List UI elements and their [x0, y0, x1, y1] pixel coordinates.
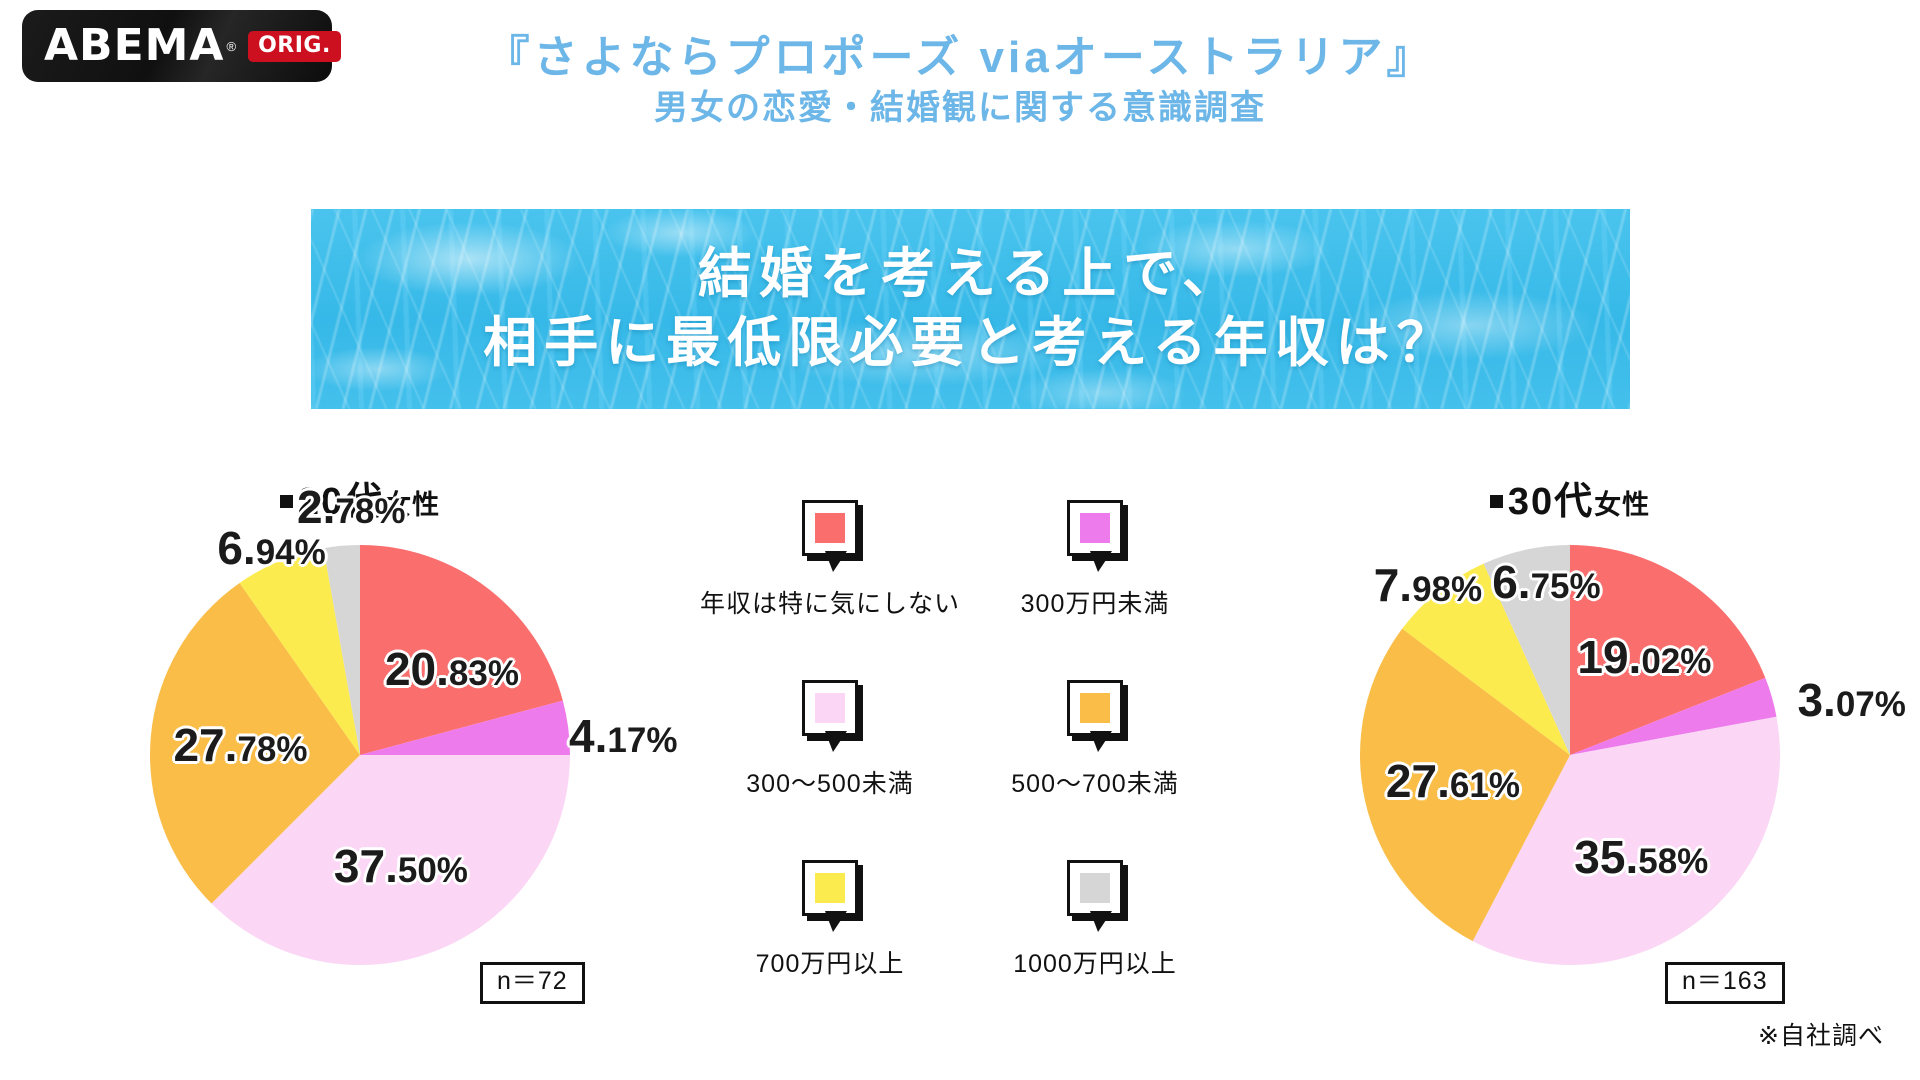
pie-slice	[149, 582, 360, 904]
legend-swatch-icon	[802, 500, 858, 572]
legend-item[interactable]: 1000万円以上	[970, 860, 1220, 980]
legend-item[interactable]: 500〜700未満	[970, 680, 1220, 800]
pie-slice	[1360, 628, 1570, 942]
pie-slice	[1570, 545, 1766, 755]
chart-title-suffix-20s: 女性	[384, 490, 441, 520]
pie-slice-label: 35.58%	[1574, 830, 1709, 883]
chart-title-suffix-30s: 女性	[1594, 490, 1651, 520]
pie-slice-label: 3.07%	[1797, 673, 1906, 726]
pie-slice	[360, 700, 570, 755]
bullet-square-icon	[1489, 495, 1503, 508]
water-texture-background	[311, 209, 1630, 409]
legend-swatch-icon	[1067, 500, 1123, 572]
legend-swatch-icon	[802, 680, 858, 752]
legend-color-chip	[1080, 873, 1110, 903]
pie-slice	[211, 755, 570, 965]
legend-item-label: 年収は特に気にしない	[700, 590, 961, 618]
legend-swatch-icon	[1067, 860, 1123, 932]
sample-size-box-30s: n＝163	[1665, 962, 1785, 1004]
question-line-1: 結婚を考える上で、	[697, 243, 1244, 304]
pie-slice	[1570, 677, 1777, 755]
legend-item[interactable]: 300万円未満	[970, 500, 1220, 620]
legend-item-label: 300〜500未満	[746, 770, 914, 798]
legend-swatch-icon	[802, 860, 858, 932]
pie-slice-label: 19.02%	[1577, 631, 1712, 684]
program-title-block: 『さよならプロポーズ viaオーストラリア』 男女の恋愛・結婚観に関する意識調査	[330, 32, 1590, 129]
question-banner: 結婚を考える上で、 相手に最低限必要と考える年収は？	[311, 209, 1630, 409]
legend-swatch-icon	[1067, 680, 1123, 752]
pie-slice-label: 20.83%	[384, 642, 519, 695]
pie-slice-label: 7.98%	[1373, 558, 1483, 611]
bullet-square-icon	[279, 495, 293, 508]
legend-color-chip	[815, 693, 845, 723]
pie-slice	[1402, 563, 1570, 755]
legend-item-label: 300万円未満	[1020, 590, 1170, 618]
legend-color-chip	[815, 513, 845, 543]
legend-color-chip	[1080, 693, 1110, 723]
pie-slice-label: 37.50%	[333, 839, 468, 892]
chart-20s-female: 20代女性 20.83% 4.17% 37.50% 27.78% 6.94% 2.78% …	[110, 470, 677, 1030]
legend-item[interactable]: 700万円以上	[700, 860, 960, 980]
legend-item-label: 700万円以上	[755, 950, 905, 978]
chart-30s-female: 30代女性 19.02% 3.07% 35.58% 27.61% 7.98% 6.75% …	[1320, 470, 1906, 1030]
chart-title-20s: 20代	[297, 481, 385, 523]
sample-size-box-20s: n＝72	[480, 962, 585, 1004]
pie-slice-label: 2.78%	[297, 480, 406, 533]
pie-slice	[1472, 716, 1780, 965]
abema-logo: ABEMA ® ORIG.	[22, 10, 341, 82]
pie-slice-label: 27.78%	[173, 718, 308, 771]
chart-heading-30s: 30代女性	[1320, 470, 1820, 525]
pie-slice-label: 6.94%	[217, 521, 326, 574]
legend: 年収は特に気にしない 300万円未満 300〜500未満 500〜700未満 7…	[700, 500, 1220, 980]
registered-mark-icon: ®	[226, 38, 237, 54]
program-title: 『さよならプロポーズ viaオーストラリア』	[485, 33, 1435, 82]
legend-item-label: 1000万円以上	[1013, 950, 1177, 978]
abema-original-badge: ORIG.	[248, 30, 341, 62]
legend-item-label: 500〜700未満	[1011, 770, 1179, 798]
question-line-2: 相手に最低限必要と考える年収は？	[483, 313, 1458, 373]
pie-chart-30s-female: 19.02% 3.07% 35.58% 27.61% 7.98% 6.75%	[1360, 545, 1906, 965]
chart-title-30s: 30代	[1507, 481, 1595, 523]
legend-color-chip	[815, 873, 845, 903]
abema-wordmark: ABEMA	[44, 20, 225, 71]
program-subtitle: 男女の恋愛・結婚観に関する意識調査	[654, 88, 1266, 127]
pie-slice-label: 6.75%	[1492, 556, 1601, 609]
pie-slice-label: 27.61%	[1385, 755, 1520, 808]
pie-chart-20s-female: 20.83% 4.17% 37.50% 27.78% 6.94% 2.78%	[149, 481, 677, 965]
legend-item[interactable]: 年収は特に気にしない	[700, 500, 960, 620]
legend-item[interactable]: 300〜500未満	[700, 680, 960, 800]
chart-heading-20s: 20代女性	[110, 470, 610, 525]
pie-slice	[360, 545, 563, 755]
question-text: 結婚を考える上で、 相手に最低限必要と考える年収は？	[311, 209, 1630, 409]
pie-slice	[1483, 545, 1570, 755]
pie-slice	[323, 545, 360, 755]
source-note: ※自社調べ	[1758, 1022, 1884, 1050]
pie-slice-label: 4.17%	[569, 710, 678, 763]
legend-color-chip	[1080, 513, 1110, 543]
pie-slice	[239, 548, 360, 755]
